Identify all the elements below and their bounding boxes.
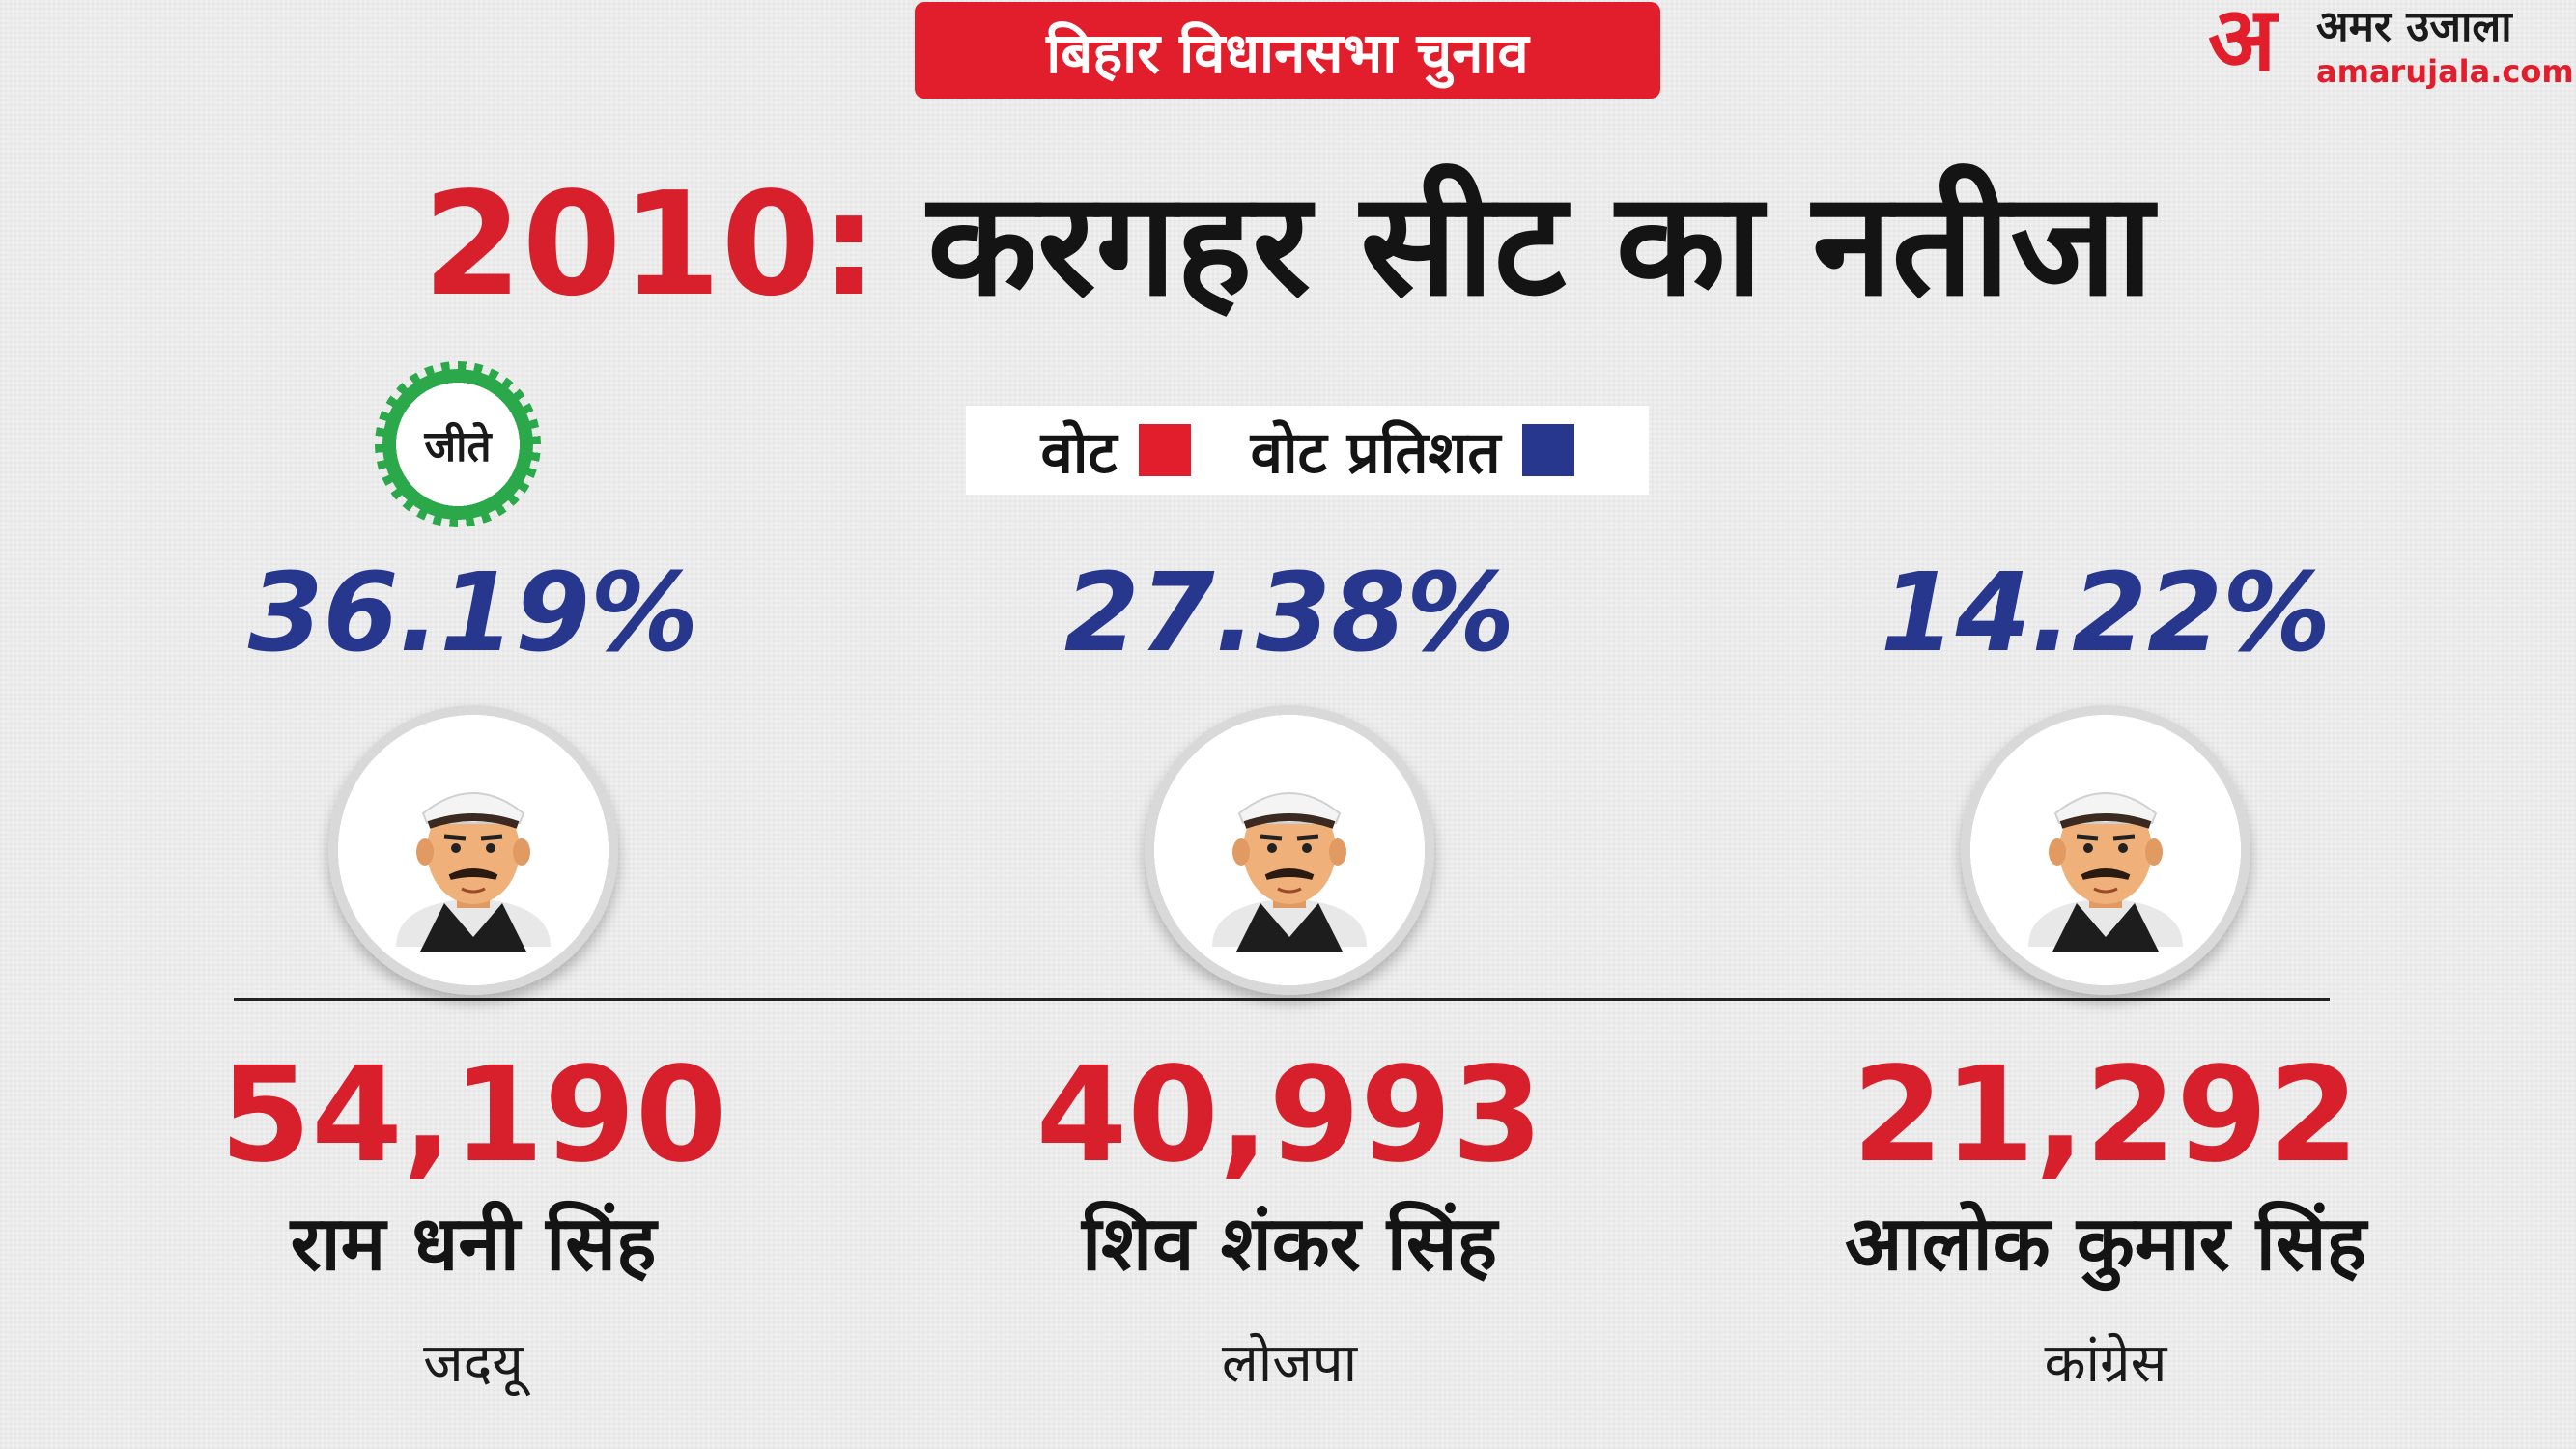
title-year: 2010:: [422, 161, 878, 327]
election-title-badge: बिहार विधानसभा चुनाव: [915, 2, 1660, 99]
candidate-2-percent: 27.38%: [1063, 551, 1515, 676]
legend: वोट वोट प्रतिशत: [966, 406, 1649, 495]
winner-badge-label: जीते: [424, 422, 492, 471]
candidate-2-name: शिव शंकर सिंह: [1081, 1201, 1498, 1288]
page-title: 2010: करगहर सीट का नतीजा: [0, 172, 2576, 317]
divider-line: [234, 998, 2330, 1001]
title-text: करगहर सीट का नतीजा: [927, 161, 2154, 327]
legend-votes-label: वोट: [1040, 419, 1118, 487]
candidate-2-votes: 40,993: [1035, 1039, 1543, 1192]
candidate-1-percent: 36.19%: [247, 551, 699, 676]
candidate-3-avatar: [1961, 705, 2250, 995]
candidate-1-name: राम धनी सिंह: [290, 1201, 657, 1288]
candidate-1-votes: 54,190: [219, 1039, 727, 1192]
logo-url: amarujala.com: [2316, 53, 2574, 90]
logo-mark: अ: [2208, 0, 2277, 91]
candidate-3-party: कांग्रेस: [2044, 1332, 2167, 1395]
candidate-2-avatar: [1145, 705, 1434, 995]
amar-ujala-logo: अ अमर उजाला amarujala.com: [2200, 0, 2576, 97]
candidate-3-votes: 21,292: [1852, 1039, 2360, 1192]
person-portrait-icon: [1193, 753, 1386, 952]
person-portrait-icon: [377, 753, 570, 952]
winner-badge: जीते: [375, 361, 541, 527]
legend-percent-swatch: [1521, 424, 1574, 476]
candidate-2-party: लोजपा: [1221, 1332, 1358, 1395]
candidate-1-party: जदयू: [423, 1332, 524, 1395]
legend-percent-label: वोट प्रतिशत: [1250, 419, 1501, 487]
candidate-1-avatar: [328, 705, 618, 995]
candidate-3-name: आलोक कुमार सिंह: [1844, 1201, 2367, 1288]
legend-votes-swatch: [1138, 424, 1191, 476]
logo-name: अमर उजाला: [2316, 2, 2512, 51]
candidate-3-percent: 14.22%: [1880, 551, 2332, 676]
person-portrait-icon: [2009, 753, 2202, 952]
